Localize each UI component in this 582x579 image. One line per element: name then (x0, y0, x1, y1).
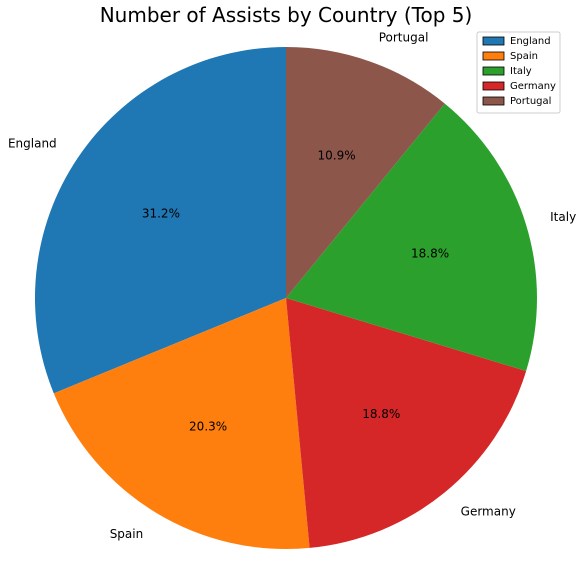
legend-label-spain: Spain (510, 51, 538, 62)
legend-swatch-england (483, 37, 504, 45)
legend-swatch-portugal (483, 97, 504, 105)
slice-label-italy: Italy (550, 210, 576, 224)
percent-label-germany: 18.8% (362, 407, 400, 421)
percent-label-italy: 18.8% (411, 247, 449, 261)
chart-legend: England Spain Italy Germany Portugal (477, 32, 560, 113)
legend-swatch-spain (483, 52, 504, 60)
legend-label-england: England (510, 36, 551, 47)
percent-label-spain: 20.3% (189, 419, 227, 433)
slice-label-spain: Spain (110, 527, 144, 541)
legend-label-portugal: Portugal (510, 96, 551, 107)
pie-slices (35, 47, 537, 549)
chart-title: Number of Assists by Country (Top 5) (100, 3, 473, 27)
slice-label-england: England (8, 137, 57, 151)
percent-label-england: 31.2% (142, 207, 180, 221)
slice-label-portugal: Portugal (379, 30, 429, 44)
legend-swatch-italy (483, 67, 504, 75)
legend-label-italy: Italy (510, 66, 532, 77)
percent-label-portugal: 10.9% (318, 149, 356, 163)
legend-label-germany: Germany (510, 81, 556, 92)
legend-swatch-germany (483, 82, 504, 90)
slice-label-germany: Germany (461, 504, 516, 518)
